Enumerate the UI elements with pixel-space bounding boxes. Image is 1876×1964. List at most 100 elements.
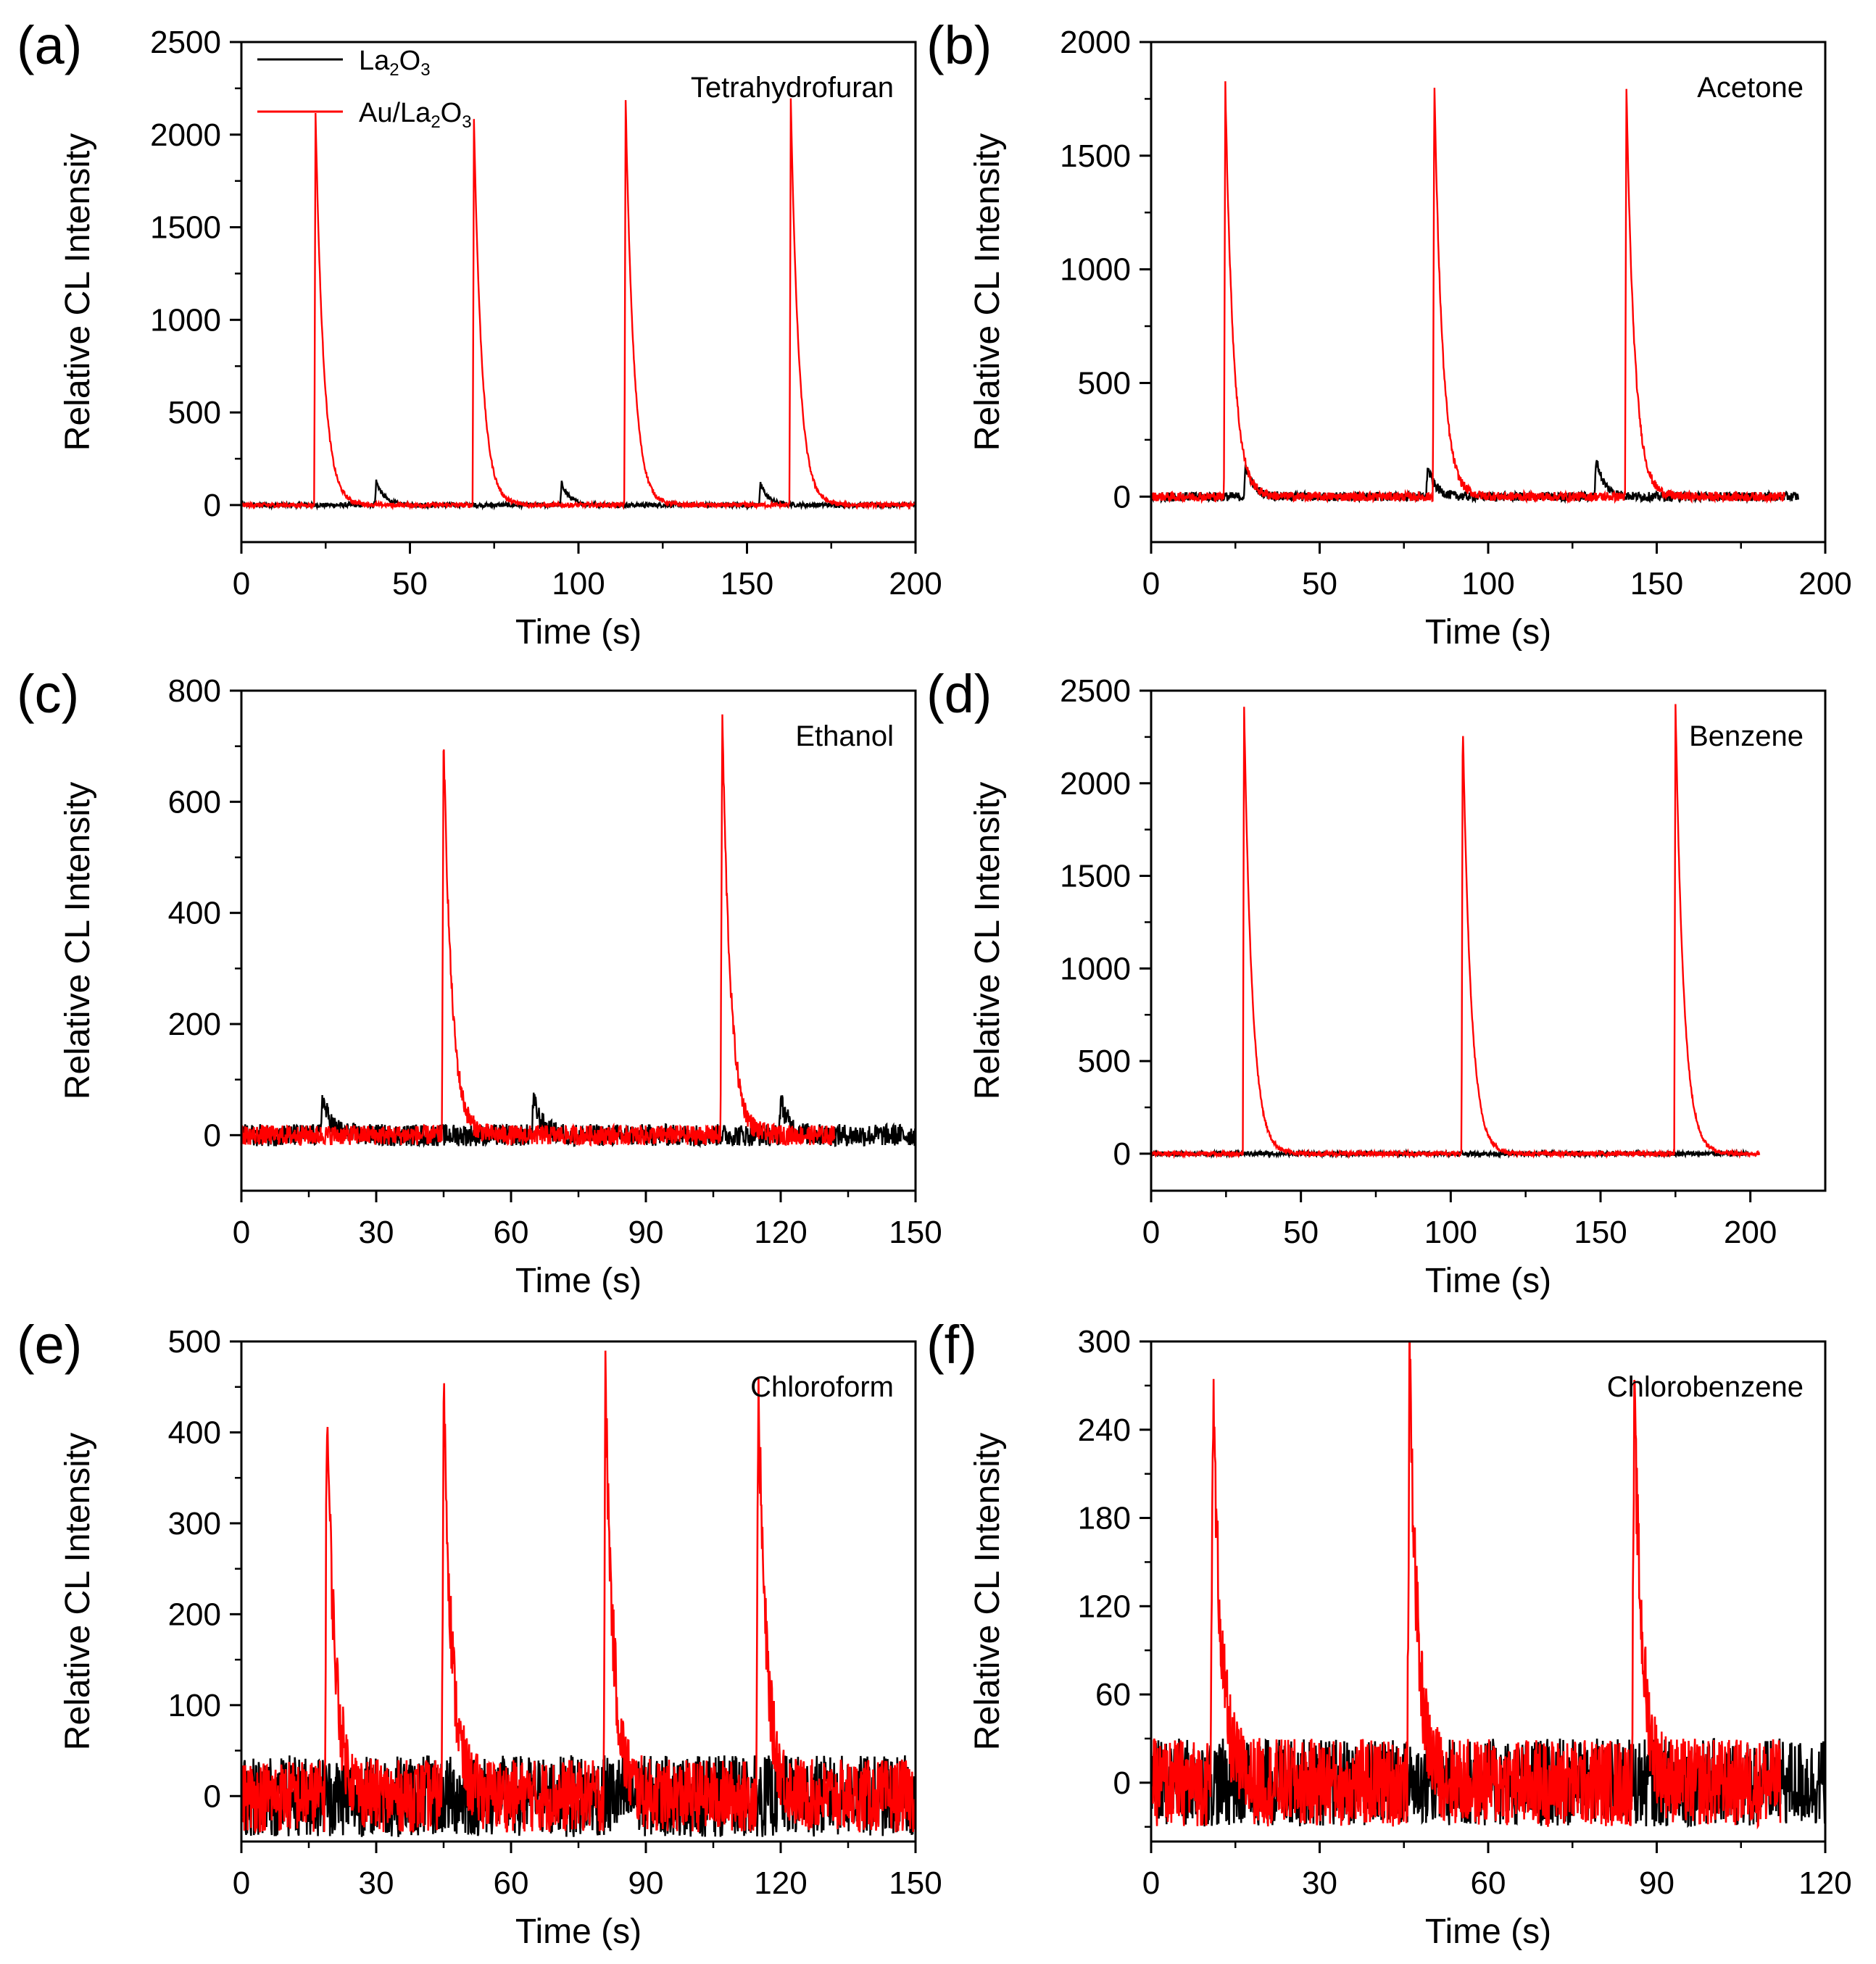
y-tick-label: 1500 [150, 210, 221, 246]
y-tick-label: 180 [1078, 1501, 1131, 1536]
x-tick-label: 90 [628, 1865, 664, 1901]
x-tick-label: 0 [233, 566, 250, 602]
x-tick-label: 90 [628, 1215, 664, 1250]
x-tick-label: 120 [1798, 1865, 1851, 1901]
y-tick-label: 600 [168, 784, 221, 820]
x-axis-label: Time (s) [1425, 1913, 1551, 1951]
panel-label: (a) [17, 15, 82, 75]
panel-label: (f) [926, 1315, 977, 1375]
x-tick-label: 150 [721, 566, 773, 602]
series-line-au-la2o3 [1151, 81, 1786, 504]
x-tick-label: 200 [1724, 1215, 1777, 1250]
y-tick-label: 2500 [1060, 673, 1131, 709]
x-tick-label: 50 [1283, 1215, 1319, 1250]
y-tick-label: 500 [168, 1324, 221, 1360]
y-tick-label: 120 [1078, 1589, 1131, 1624]
series-line-au-la2o3 [241, 1350, 916, 1834]
x-tick-label: 200 [889, 566, 942, 602]
compound-label: Ethanol [795, 720, 894, 752]
x-tick-label: 100 [552, 566, 605, 602]
x-axis-label: Time (s) [515, 1913, 642, 1951]
y-tick-label: 300 [1078, 1324, 1131, 1360]
series-line-au-la2o3 [241, 98, 916, 511]
y-axis-label: Relative CL Intensity [59, 133, 97, 451]
compound-label: Benzene [1689, 720, 1804, 752]
chart-panel-c: 0 30 60 90 120 150 0 200 400 600 800 Time (s) Relati… [17, 664, 942, 1300]
y-tick-label: 300 [168, 1506, 221, 1541]
y-axis-label: Relative CL Intensity [59, 1433, 97, 1750]
compound-label: Acetone [1697, 72, 1804, 104]
x-tick-label: 100 [1461, 566, 1514, 602]
x-tick-label: 0 [1142, 1865, 1160, 1901]
series-line-au-la2o3 [1151, 704, 1761, 1160]
x-tick-label: 0 [233, 1215, 250, 1250]
x-tick-label: 30 [359, 1865, 394, 1901]
legend-entry: Au/La2O3 [359, 98, 472, 132]
plot-frame [1150, 689, 1827, 1192]
y-tick-label: 200 [168, 1597, 221, 1632]
y-tick-label: 240 [1078, 1412, 1131, 1448]
x-tick-label: 0 [1142, 566, 1160, 602]
compound-label: Chloroform [750, 1371, 894, 1403]
x-axis-label: Time (s) [1425, 1262, 1551, 1300]
y-axis-label: Relative CL Intensity [59, 782, 97, 1099]
y-tick-label: 2000 [1060, 25, 1131, 60]
x-tick-label: 90 [1639, 1865, 1674, 1901]
y-tick-label: 0 [1113, 1136, 1131, 1172]
chart-panel-f: 0 30 60 90 120 0 60 120 180 240 300 Time (s) Relativ… [926, 1315, 1852, 1951]
x-tick-label: 60 [1471, 1865, 1506, 1901]
y-axis-label: Relative CL Intensity [968, 133, 1007, 451]
x-tick-label: 0 [233, 1865, 250, 1901]
y-tick-label: 1500 [1060, 859, 1131, 894]
y-tick-label: 500 [168, 395, 221, 430]
y-tick-label: 800 [168, 673, 221, 709]
x-axis-label: Time (s) [515, 1262, 642, 1300]
panel-label: (c) [17, 664, 79, 724]
y-tick-label: 400 [168, 1415, 221, 1450]
x-tick-label: 30 [1302, 1865, 1337, 1901]
y-tick-label: 2000 [1060, 766, 1131, 802]
y-tick-label: 0 [204, 1118, 221, 1153]
y-tick-label: 2000 [150, 117, 221, 153]
x-tick-label: 60 [494, 1215, 529, 1250]
panel-label: (e) [17, 1315, 82, 1375]
y-tick-label: 200 [168, 1007, 221, 1042]
x-tick-label: 150 [889, 1865, 942, 1901]
panel-label: (d) [926, 664, 992, 724]
x-tick-label: 120 [754, 1215, 807, 1250]
y-axis-label: Relative CL Intensity [968, 1433, 1007, 1750]
compound-label: Chlorobenzene [1607, 1371, 1804, 1403]
y-tick-label: 2500 [150, 25, 221, 60]
x-tick-label: 0 [1142, 1215, 1160, 1250]
series-line-au-la2o3 [241, 714, 836, 1147]
y-tick-label: 500 [1078, 1044, 1131, 1079]
series-line-au-la2o3 [1151, 1341, 1782, 1830]
x-tick-label: 50 [392, 566, 428, 602]
chart-panel-e: 0 30 60 90 120 150 0 100 200 300 400 500 Time (s) Rel… [17, 1315, 942, 1951]
x-tick-label: 100 [1424, 1215, 1477, 1250]
y-tick-label: 0 [204, 1778, 221, 1814]
y-tick-label: 60 [1095, 1677, 1131, 1713]
y-tick-label: 1000 [1060, 252, 1131, 288]
panel-label: (b) [926, 15, 992, 75]
x-tick-label: 120 [754, 1865, 807, 1901]
x-tick-label: 150 [1574, 1215, 1627, 1250]
y-tick-label: 1000 [150, 302, 221, 338]
y-tick-label: 1000 [1060, 951, 1131, 986]
y-tick-label: 1500 [1060, 138, 1131, 174]
x-tick-label: 50 [1302, 566, 1337, 602]
y-tick-label: 0 [1113, 479, 1131, 515]
y-tick-label: 0 [204, 488, 221, 523]
y-tick-label: 100 [168, 1688, 221, 1723]
y-tick-label: 500 [1078, 365, 1131, 401]
x-tick-label: 60 [494, 1865, 529, 1901]
legend-entry: La2O3 [359, 46, 431, 80]
x-tick-label: 150 [889, 1215, 942, 1250]
legend: La2O3 Au/La2O3 [257, 46, 472, 132]
x-axis-label: Time (s) [515, 613, 642, 652]
